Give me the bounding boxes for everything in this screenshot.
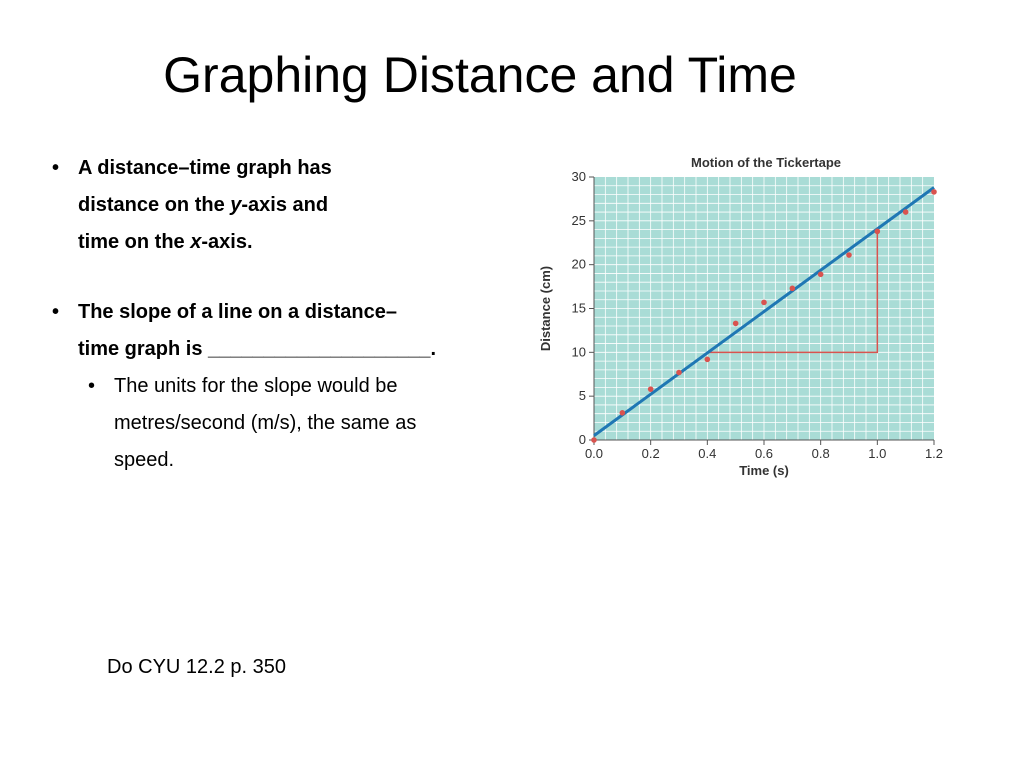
text-fragment: distance on the bbox=[78, 194, 231, 216]
bullet-axes-line-1: A distance–time graph has bbox=[78, 157, 332, 179]
data-point bbox=[732, 320, 739, 327]
x-tick-label: 0.8 bbox=[812, 446, 830, 461]
bullet-axes: • A distance–time graph has distance on … bbox=[52, 150, 492, 261]
subbullet-line-2: metres/second (m/s), the same as bbox=[114, 412, 417, 434]
data-point bbox=[931, 189, 937, 195]
x-tick-label: 0.0 bbox=[585, 446, 603, 461]
y-tick-label: 15 bbox=[572, 301, 586, 316]
data-point bbox=[761, 299, 767, 306]
text-fragment: time on the bbox=[78, 231, 191, 253]
data-point bbox=[619, 410, 626, 416]
slope-triangle bbox=[707, 231, 879, 354]
data-point bbox=[704, 356, 711, 363]
bullet-dot: • bbox=[88, 375, 96, 397]
italic-y: y bbox=[230, 194, 242, 216]
y-tick-label: 25 bbox=[572, 213, 586, 228]
y-tick-label: 5 bbox=[579, 388, 586, 403]
data-point bbox=[789, 285, 796, 292]
data-points bbox=[591, 189, 937, 443]
subbullet-line-3: speed. bbox=[114, 449, 175, 471]
subbullet-line-1: The units for the slope would be bbox=[114, 375, 398, 397]
text-fragment: -axis. bbox=[201, 231, 253, 253]
x-tick-label: 0.4 bbox=[698, 446, 716, 461]
y-tick-label: 0 bbox=[579, 432, 586, 447]
y-tick-label: 30 bbox=[572, 169, 586, 184]
bullet-axes-line-2: distance on the y-axis and bbox=[78, 187, 492, 224]
x-axis-label: Time (s) bbox=[739, 463, 789, 478]
data-point bbox=[591, 437, 597, 443]
x-tick-label: 0.2 bbox=[642, 446, 660, 461]
assignment-note: Do CYU 12.2 p. 350 bbox=[107, 656, 286, 678]
bullet-slope-line-2: time graph is ____________________. bbox=[78, 338, 437, 360]
bullet-slope-line-1: The slope of a line on a distance– bbox=[78, 301, 397, 323]
data-point bbox=[902, 209, 909, 215]
data-point bbox=[647, 386, 654, 392]
x-tick-label: 0.6 bbox=[755, 446, 773, 461]
bullet-dot: • bbox=[52, 301, 60, 323]
data-point bbox=[817, 271, 824, 278]
x-tick-label: 1.2 bbox=[925, 446, 943, 461]
italic-x: x bbox=[190, 231, 202, 253]
data-point bbox=[874, 228, 881, 235]
data-point bbox=[846, 252, 852, 258]
slide-title-text: Graphing Distance and Time bbox=[163, 47, 797, 103]
text-fragment: -axis and bbox=[241, 194, 329, 216]
distance-time-chart: Motion of the Tickertape 0.0 0.2 0.4 0.6 0.8… bbox=[534, 150, 954, 485]
bullet-slope: • The slope of a line on a distance– tim… bbox=[52, 294, 492, 368]
axis-ticks: 0.0 0.2 0.4 0.6 0.8 1.0 1.2 0 5 10 15 20 25 30 bbox=[572, 169, 944, 461]
bullet-axes-line-3: time on the x-axis. bbox=[78, 224, 492, 261]
chart-svg: Motion of the Tickertape 0.0 0.2 0.4 0.6 0.8… bbox=[538, 155, 944, 478]
data-point bbox=[676, 369, 682, 376]
slide-title: Graphing Distance and Time bbox=[0, 46, 960, 104]
y-tick-label: 20 bbox=[572, 257, 586, 272]
x-tick-label: 1.0 bbox=[868, 446, 886, 461]
subbullet-units: • The units for the slope would be metre… bbox=[52, 368, 492, 479]
y-axis-label: Distance (cm) bbox=[538, 266, 553, 351]
bullet-dot: • bbox=[52, 157, 60, 179]
bullet-list: • A distance–time graph has distance on … bbox=[52, 150, 492, 479]
y-tick-label: 10 bbox=[572, 344, 586, 359]
chart-title: Motion of the Tickertape bbox=[691, 155, 841, 170]
